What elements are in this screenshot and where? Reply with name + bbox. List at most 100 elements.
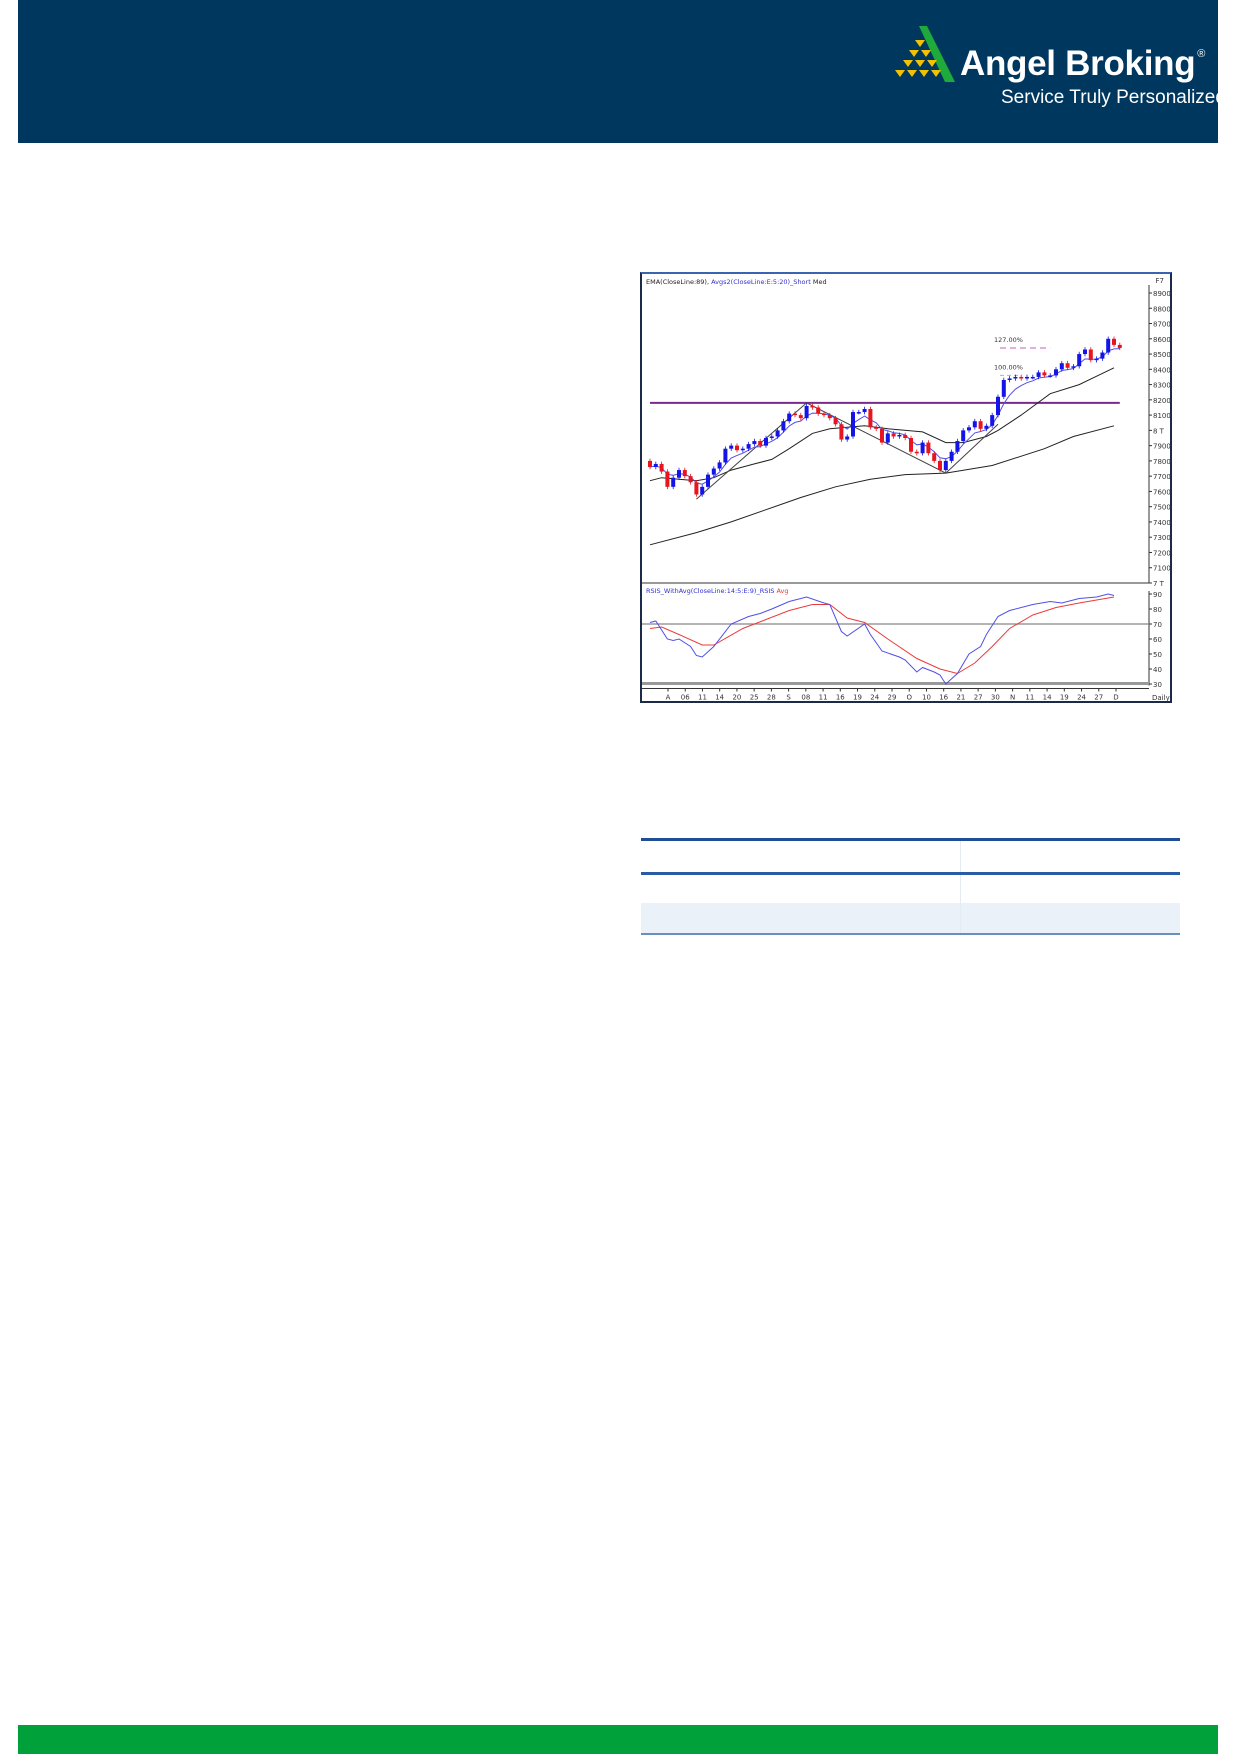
x-tick-label: 29: [888, 694, 897, 702]
candle-up: [1054, 369, 1058, 376]
candle-up: [677, 470, 681, 478]
candle-down: [978, 421, 983, 429]
candle-down: [682, 470, 687, 477]
candle-up: [764, 438, 768, 446]
candle-up: [1025, 376, 1029, 379]
legend-part1: EMA(CloseLine:89),: [646, 278, 711, 286]
candle-down: [932, 453, 937, 461]
table-cell: [961, 903, 1180, 933]
table-cell: [641, 903, 961, 933]
candle-down: [914, 451, 919, 454]
price-tick-label: 8600: [1153, 336, 1171, 344]
trend-line: [696, 402, 999, 500]
candle-up: [897, 434, 902, 437]
candle-up: [920, 442, 925, 454]
candle-up: [1007, 378, 1012, 380]
candle-up: [700, 486, 705, 495]
candle-up: [1001, 380, 1006, 397]
table-cell: [961, 875, 1180, 903]
candle-up: [1100, 352, 1105, 359]
x-tick-label: 24: [870, 694, 879, 702]
candle-up: [804, 405, 809, 419]
candle-down: [833, 418, 838, 425]
candle-down: [659, 463, 664, 472]
brand-name: Angel Broking ®: [960, 44, 1205, 84]
candle-up: [1013, 376, 1018, 379]
table-row: [641, 875, 1180, 903]
candle-up: [787, 413, 792, 422]
x-tick-label: 08: [801, 694, 810, 702]
period-label: Daily: [1152, 694, 1170, 702]
price-tick-label: 8700: [1153, 321, 1171, 329]
candle-up: [723, 448, 728, 463]
candle-up: [653, 463, 658, 467]
candle-down: [735, 445, 739, 451]
candle-up: [1083, 349, 1087, 355]
candle-up: [949, 451, 954, 461]
candle-up: [862, 409, 867, 413]
x-tick-label: 10: [922, 694, 931, 702]
price-tick-label: 8400: [1153, 366, 1171, 374]
x-tick-label: 27: [974, 694, 983, 702]
x-tick-label: S: [786, 694, 791, 702]
candle-up: [845, 436, 850, 440]
candle-down: [793, 413, 797, 416]
candle-up: [996, 396, 1000, 416]
price-tick-label: 8200: [1153, 397, 1171, 405]
header-banner: Angel Broking ® Service Truly Personalize…: [18, 0, 1226, 143]
candle-up: [967, 427, 971, 431]
candle-up: [1036, 372, 1041, 377]
x-tick-label: 19: [853, 694, 862, 702]
table-row: [641, 903, 1180, 935]
candle-up: [856, 412, 861, 414]
fib-100-label: 100.00%: [994, 363, 1023, 371]
ema89-line: [649, 425, 1115, 546]
candle-up: [1071, 366, 1076, 368]
price-tick-label: 8900: [1153, 290, 1171, 298]
price-tick-label: 7700: [1153, 473, 1171, 481]
ema5-line: [649, 348, 1120, 485]
price-tick-label: 7 T: [1153, 580, 1165, 588]
x-tick-label: D: [1113, 694, 1118, 702]
candle-down: [648, 460, 652, 467]
rsi-tick-label: 90: [1153, 591, 1162, 599]
candle-up: [961, 430, 966, 442]
brand-tagline: Service Truly Personalized: [1001, 87, 1226, 108]
x-tick-label: 11: [698, 694, 707, 702]
rsi-line: [649, 593, 1115, 685]
candle-up: [769, 436, 774, 438]
candle-up: [729, 445, 734, 449]
brand-text: Angel Broking: [960, 44, 1196, 83]
candle-down: [938, 460, 942, 471]
table-cell: [641, 841, 961, 872]
candle-down: [798, 415, 803, 419]
candle-down: [822, 413, 826, 416]
price-tick-label: 8 T: [1153, 427, 1165, 435]
rsi-tick-label: 80: [1153, 606, 1162, 614]
candle-down: [874, 427, 879, 429]
table-cell: [641, 875, 961, 903]
candle-up: [1048, 375, 1053, 377]
x-tick-label: 20: [732, 694, 741, 702]
price-tick-label: 7200: [1153, 549, 1171, 557]
price-tick-label: 7400: [1153, 519, 1171, 527]
candle-up: [984, 425, 989, 429]
table-cell: [961, 841, 1180, 872]
rsi-legend-part1: RSIS_WithAvg(CloseLine:14:5:E:9)_RSIS: [646, 587, 774, 595]
x-tick-label: 30: [991, 694, 1000, 702]
data-table: [641, 838, 1180, 935]
candle-up: [1059, 363, 1064, 370]
candle-down: [891, 433, 896, 437]
candle-up: [1030, 376, 1035, 379]
chart-canvas: 8900 8800 8700 8600 8500 8400 8300 8200 8100 8 T 7…: [642, 277, 1171, 702]
x-tick-label: A: [666, 694, 671, 702]
candle-down: [926, 442, 931, 454]
x-tick-label: 28: [767, 694, 776, 702]
rsi-level-30: [642, 682, 1149, 685]
x-tick-label: 14: [715, 694, 724, 702]
x-tick-label: 14: [1043, 694, 1052, 702]
x-tick-label: 16: [836, 694, 845, 702]
x-tick-label: 11: [1025, 694, 1034, 702]
fib-127-label: 127.00%: [994, 336, 1023, 344]
candle-up: [943, 460, 948, 471]
